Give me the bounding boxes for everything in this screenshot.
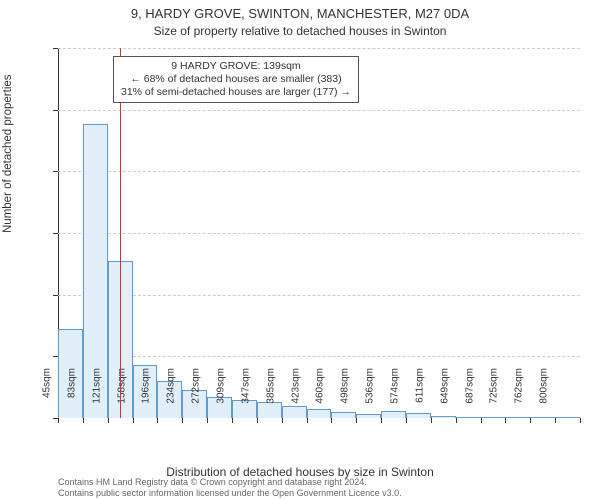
title-main: 9, HARDY GROVE, SWINTON, MANCHESTER, M27… — [0, 6, 600, 21]
y-axis-label: Number of detached properties — [2, 74, 14, 233]
x-tick-mark — [157, 418, 158, 423]
x-tick-mark — [307, 418, 308, 423]
x-tick-mark — [381, 418, 382, 423]
x-tick-label: 347sqm — [240, 368, 251, 428]
x-tick-label: 649sqm — [439, 368, 450, 428]
x-tick-mark — [207, 418, 208, 423]
footer-attribution: Contains HM Land Registry data © Crown c… — [58, 477, 402, 498]
x-tick-mark — [580, 418, 581, 423]
y-tick-mark — [53, 233, 58, 234]
x-tick-mark — [530, 418, 531, 423]
chart-container: 9, HARDY GROVE, SWINTON, MANCHESTER, M27… — [0, 0, 600, 500]
x-tick-mark — [133, 418, 134, 423]
gridline — [58, 48, 580, 49]
footer-line: Contains public sector information licen… — [58, 488, 402, 498]
x-tick-mark — [456, 418, 457, 423]
gridline — [58, 356, 580, 357]
x-tick-label: 687sqm — [464, 368, 475, 428]
gridline — [58, 295, 580, 296]
x-tick-label: 800sqm — [539, 368, 550, 428]
footer-line: Contains HM Land Registry data © Crown c… — [58, 477, 402, 487]
x-tick-mark — [282, 418, 283, 423]
x-tick-label: 83sqm — [66, 368, 77, 428]
x-tick-mark — [406, 418, 407, 423]
x-tick-label: 498sqm — [340, 368, 351, 428]
x-tick-mark — [108, 418, 109, 423]
x-tick-mark — [481, 418, 482, 423]
x-tick-label: 725sqm — [489, 368, 500, 428]
y-tick-mark — [53, 110, 58, 111]
x-tick-label: 385sqm — [265, 368, 276, 428]
title-sub: Size of property relative to detached ho… — [0, 24, 600, 38]
x-tick-mark — [555, 418, 556, 423]
x-tick-mark — [182, 418, 183, 423]
x-tick-mark — [356, 418, 357, 423]
x-tick-mark — [58, 418, 59, 423]
x-tick-label: 762sqm — [514, 368, 525, 428]
x-tick-label: 121sqm — [91, 368, 102, 428]
annotation-line: ← 68% of detached houses are smaller (38… — [121, 73, 351, 86]
x-tick-label: 234sqm — [166, 368, 177, 428]
annotation-line: 9 HARDY GROVE: 139sqm — [121, 60, 351, 73]
x-tick-label: 158sqm — [116, 368, 127, 428]
x-tick-label: 460sqm — [315, 368, 326, 428]
x-tick-mark — [505, 418, 506, 423]
x-tick-label: 574sqm — [390, 368, 401, 428]
gridline — [58, 110, 580, 111]
x-tick-mark — [257, 418, 258, 423]
x-tick-label: 272sqm — [191, 368, 202, 428]
gridline — [58, 171, 580, 172]
x-tick-label: 611sqm — [414, 368, 425, 428]
reference-line — [120, 48, 121, 418]
x-tick-label: 309sqm — [216, 368, 227, 428]
annotation-line: 31% of semi-detached houses are larger (… — [121, 86, 351, 99]
y-tick-mark — [53, 48, 58, 49]
y-tick-mark — [53, 295, 58, 296]
x-tick-label: 423sqm — [290, 368, 301, 428]
histogram-bar — [555, 417, 580, 418]
x-tick-mark — [331, 418, 332, 423]
x-tick-mark — [232, 418, 233, 423]
gridline — [58, 233, 580, 234]
x-tick-label: 45sqm — [42, 368, 53, 428]
x-tick-label: 196sqm — [141, 368, 152, 428]
annotation-box: 9 HARDY GROVE: 139sqm← 68% of detached h… — [113, 56, 359, 103]
y-tick-mark — [53, 171, 58, 172]
x-tick-label: 536sqm — [365, 368, 376, 428]
plot-area: 05010015020025030045sqm83sqm121sqm158sqm… — [58, 48, 580, 418]
x-tick-mark — [83, 418, 84, 423]
x-tick-mark — [431, 418, 432, 423]
